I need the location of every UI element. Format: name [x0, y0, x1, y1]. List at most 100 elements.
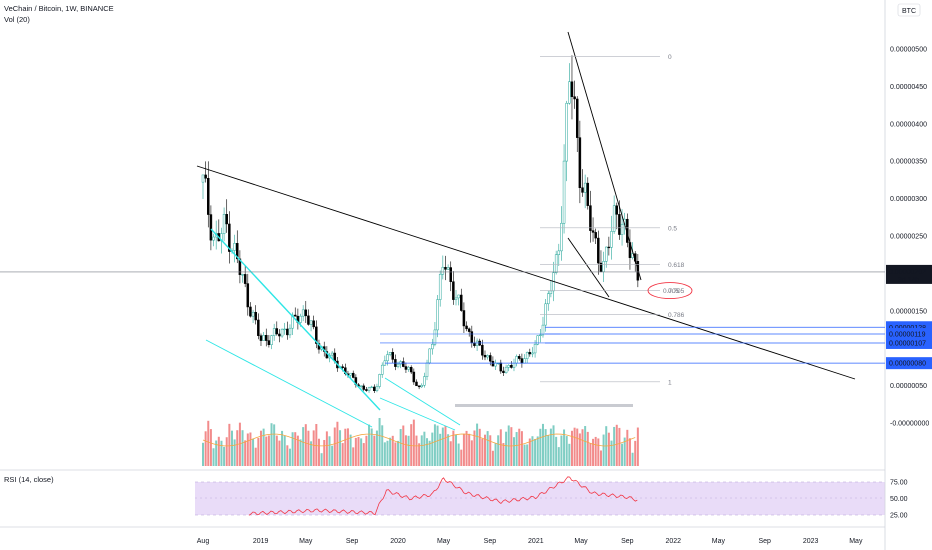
volume-bar [257, 438, 260, 466]
volume-bar [394, 442, 397, 466]
candle-body [291, 314, 294, 329]
level-price-label: 0.00000119 [889, 331, 926, 338]
candle-body [568, 81, 571, 104]
volume-bar [336, 421, 339, 466]
level-price-label: 0.00000107 [889, 340, 926, 347]
volume-bar [331, 445, 334, 466]
volume-bar [465, 430, 468, 466]
candle-body [486, 355, 489, 358]
candle-body [373, 386, 376, 392]
volume-bar [547, 435, 550, 466]
volume-bar [636, 427, 639, 466]
volume-bar [560, 435, 563, 466]
candle-body [575, 98, 579, 138]
candle-body [473, 342, 476, 346]
volume-bar [404, 435, 407, 466]
volume-bar [433, 424, 436, 466]
candle-body [201, 174, 205, 183]
candle-body [409, 366, 413, 373]
candle-body [549, 290, 553, 294]
descending-trendline [196, 165, 856, 380]
volume-bar [341, 443, 344, 466]
chart-title: VeChain / Bitcoin, 1W, BINANCE [4, 4, 114, 13]
volume-bar [267, 435, 270, 466]
volume-bar [534, 438, 537, 466]
candle-body [380, 364, 384, 375]
time-tick-label: 2022 [665, 538, 681, 545]
volume-bar [515, 432, 518, 466]
volume-bar [238, 422, 241, 466]
candle-body [583, 182, 587, 193]
volume-bar [423, 431, 426, 466]
candle-body [351, 372, 355, 378]
candle-body [265, 335, 268, 341]
volume-bar [510, 427, 513, 466]
volume-bar [420, 435, 423, 466]
volume-bar [623, 437, 626, 466]
volume-bar [570, 430, 573, 466]
volume-bar [455, 434, 458, 466]
volume-bar [278, 440, 281, 466]
candle-body [330, 352, 334, 356]
candle-body [222, 214, 226, 234]
volume-bar [270, 423, 273, 466]
candle-body [415, 381, 418, 387]
candle-body [228, 223, 231, 252]
volume-bar [568, 443, 571, 466]
volume-bar [333, 427, 336, 466]
candle-body [604, 246, 608, 262]
candle-body [367, 387, 371, 391]
candle-body [370, 386, 373, 389]
volume-bar [220, 440, 223, 466]
volume-bar [273, 424, 276, 466]
volume-bar [228, 423, 231, 466]
volume-bar [397, 440, 400, 466]
currency-box[interactable] [897, 3, 921, 17]
candle-body [251, 311, 255, 317]
candle-body [225, 214, 228, 225]
volume-bar [631, 452, 634, 466]
volume-bar [281, 430, 284, 466]
volume-bar [252, 438, 255, 466]
time-tick-label: Sep [759, 538, 772, 545]
time-tick-label: May [849, 538, 863, 545]
candle-body [404, 366, 408, 370]
volume-bar [412, 419, 415, 466]
volume-bar [439, 433, 442, 466]
volume-bar [594, 436, 597, 466]
volume-bar [357, 436, 360, 466]
candle-body [502, 370, 505, 374]
volume-bar [352, 447, 355, 466]
volume-bar [618, 427, 621, 466]
candle-body [462, 310, 466, 327]
price-tick-label: 0.00000350 [890, 159, 927, 166]
candle-body [610, 231, 613, 248]
volume-bar [302, 427, 305, 466]
volume-bar [447, 434, 450, 466]
volume-bar [565, 436, 568, 466]
fib-level-label: 0.618 [668, 262, 685, 269]
volume-bar [502, 443, 505, 466]
candle-body [446, 267, 450, 270]
volume-bar [428, 440, 431, 466]
candle-body [573, 96, 576, 100]
level-price-tag [886, 336, 932, 349]
volume-bar [275, 435, 278, 466]
candle-body [378, 374, 381, 387]
volume-bar [555, 436, 558, 466]
volume-bar [246, 433, 249, 466]
volume-bar [304, 424, 307, 466]
wedge-upper [567, 31, 642, 281]
volume-bar [468, 433, 471, 466]
volume-bar [259, 430, 262, 466]
candle-body [589, 205, 592, 231]
volume-bar [296, 435, 299, 466]
volume-bar [520, 431, 523, 466]
time-tick-label: 2023 [803, 538, 819, 545]
price-tick-label: 0.00000500 [890, 47, 927, 54]
volume-ma-line [202, 433, 636, 447]
volume-bar [391, 435, 394, 466]
fib-level-label: 0.5 [668, 225, 677, 232]
candle-body [615, 205, 619, 215]
